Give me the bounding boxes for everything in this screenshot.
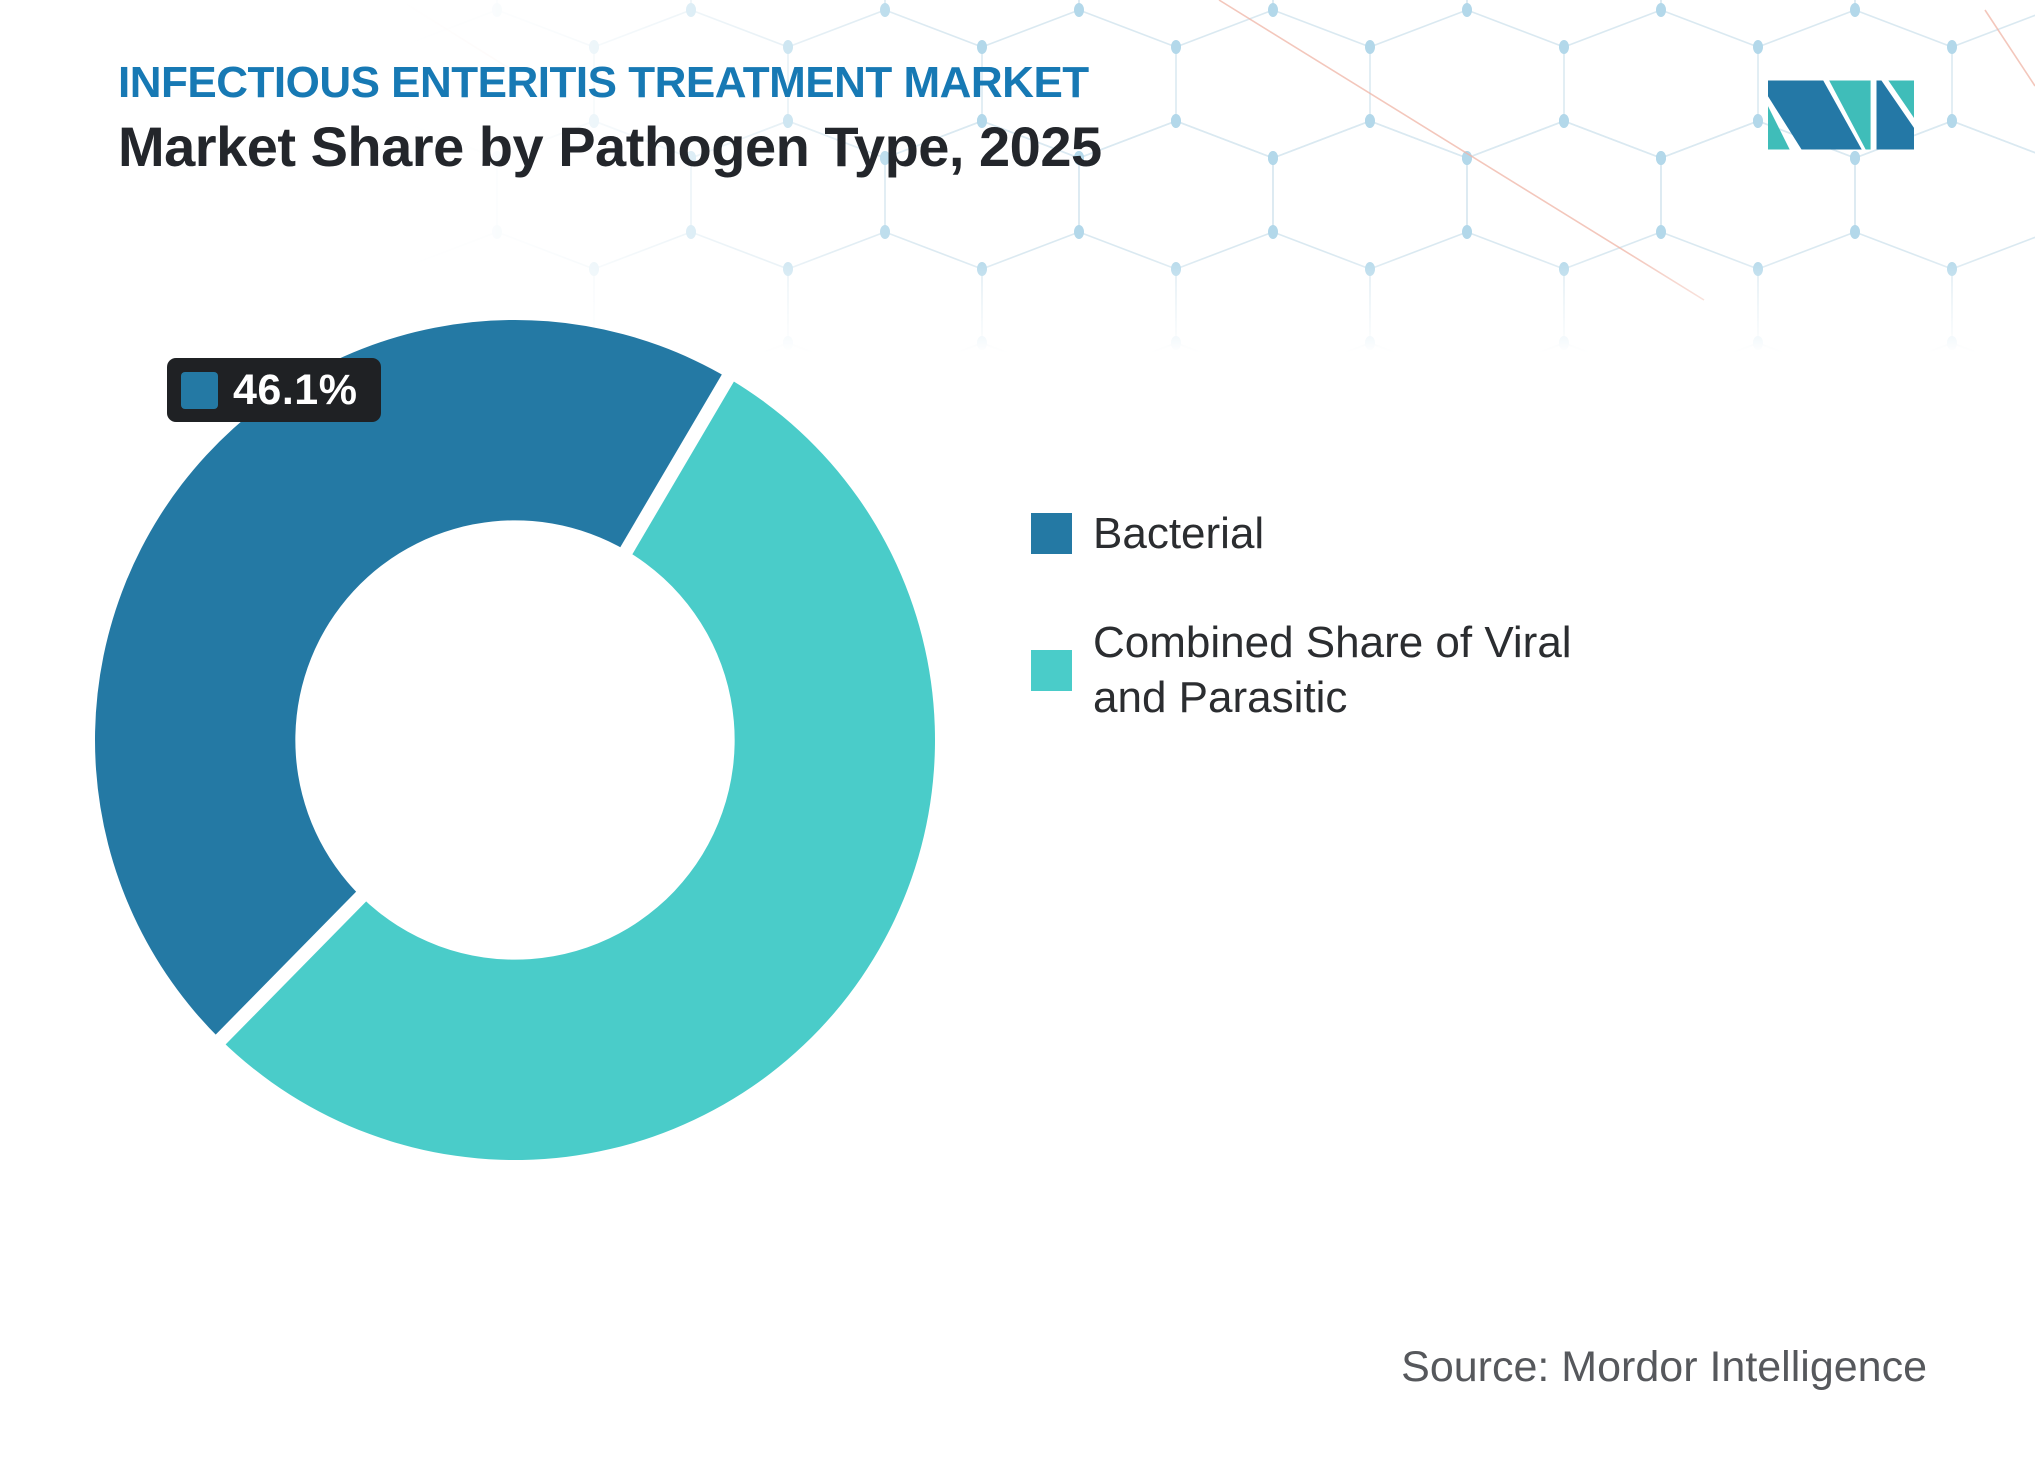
chart-legend: Bacterial Combined Share of Viral and Pa…	[1031, 506, 1651, 725]
donut-segment-0[interactable]	[95, 320, 728, 1040]
background-fade	[400, 0, 2035, 360]
segment-separator	[207, 883, 375, 1054]
header: INFECTIOUS ENTERITIS TREATMENT MARKET Ma…	[118, 58, 1102, 178]
legend-item-viral-parasitic[interactable]: Combined Share of Viral and Parasitic	[1031, 615, 1651, 725]
legend-swatch-viral-parasitic	[1031, 649, 1072, 691]
source-attribution: Source: Mordor Intelligence	[1401, 1343, 1927, 1391]
data-label-value: 46.1%	[233, 365, 358, 414]
legend-item-bacterial[interactable]: Bacterial	[1031, 506, 1651, 561]
donut-segment-1[interactable]	[220, 377, 936, 1161]
segment-separator	[614, 364, 741, 565]
legend-swatch-bacterial	[1031, 513, 1072, 554]
donut-chart	[95, 320, 936, 1161]
legend-label-viral-parasitic: Combined Share of Viral and Parasitic	[1093, 618, 1572, 722]
page-title: Market Share by Pathogen Type, 2025	[118, 115, 1102, 179]
mordor-intelligence-logo-icon	[1768, 80, 1914, 150]
data-label-pill: 46.1%	[167, 358, 382, 422]
data-label-swatch	[181, 371, 218, 409]
report-eyebrow: INFECTIOUS ENTERITIS TREATMENT MARKET	[118, 58, 1089, 107]
legend-label-bacterial: Bacterial	[1093, 509, 1265, 558]
